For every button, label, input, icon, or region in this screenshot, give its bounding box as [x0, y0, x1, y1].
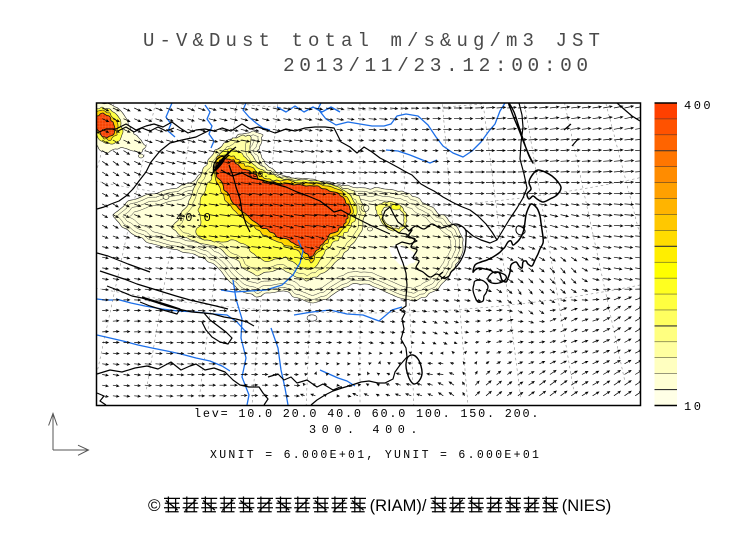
- svg-text:40.0: 40.0: [176, 211, 213, 225]
- svg-text:(NIES): (NIES): [562, 497, 612, 515]
- svg-text:150.: 150.: [247, 170, 269, 180]
- svg-text:10: 10: [684, 400, 703, 414]
- svg-text:400: 400: [684, 99, 713, 113]
- svg-text:(RIAM)/: (RIAM)/: [370, 497, 427, 515]
- svg-text:©: ©: [148, 496, 161, 515]
